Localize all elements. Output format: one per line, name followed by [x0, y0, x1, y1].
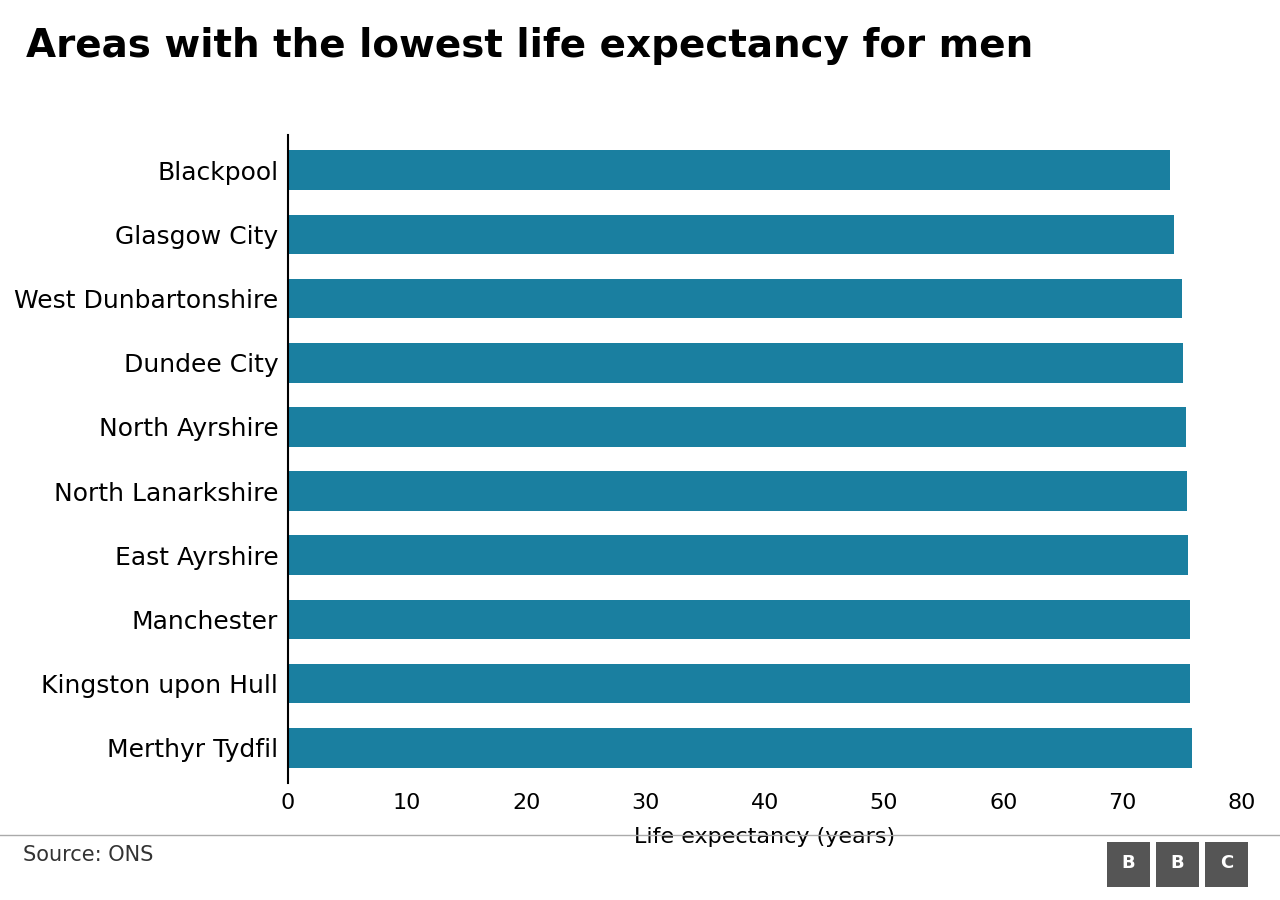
Text: Source: ONS: Source: ONS — [23, 845, 154, 865]
Text: Areas with the lowest life expectancy for men: Areas with the lowest life expectancy fo… — [26, 27, 1033, 65]
FancyBboxPatch shape — [1206, 842, 1248, 886]
Bar — [288, 663, 1190, 704]
Bar — [288, 343, 1183, 382]
Bar — [288, 407, 1185, 446]
Bar — [288, 150, 1170, 190]
Bar — [288, 728, 1192, 768]
Text: B: B — [1121, 854, 1135, 872]
Bar — [288, 472, 1187, 511]
Bar — [288, 536, 1188, 575]
Bar — [288, 599, 1189, 639]
X-axis label: Life expectancy (years): Life expectancy (years) — [634, 826, 896, 847]
FancyBboxPatch shape — [1156, 842, 1199, 886]
Bar — [288, 279, 1181, 319]
Text: B: B — [1171, 854, 1184, 872]
Text: C: C — [1220, 854, 1234, 872]
Bar — [288, 214, 1174, 255]
FancyBboxPatch shape — [1107, 842, 1149, 886]
